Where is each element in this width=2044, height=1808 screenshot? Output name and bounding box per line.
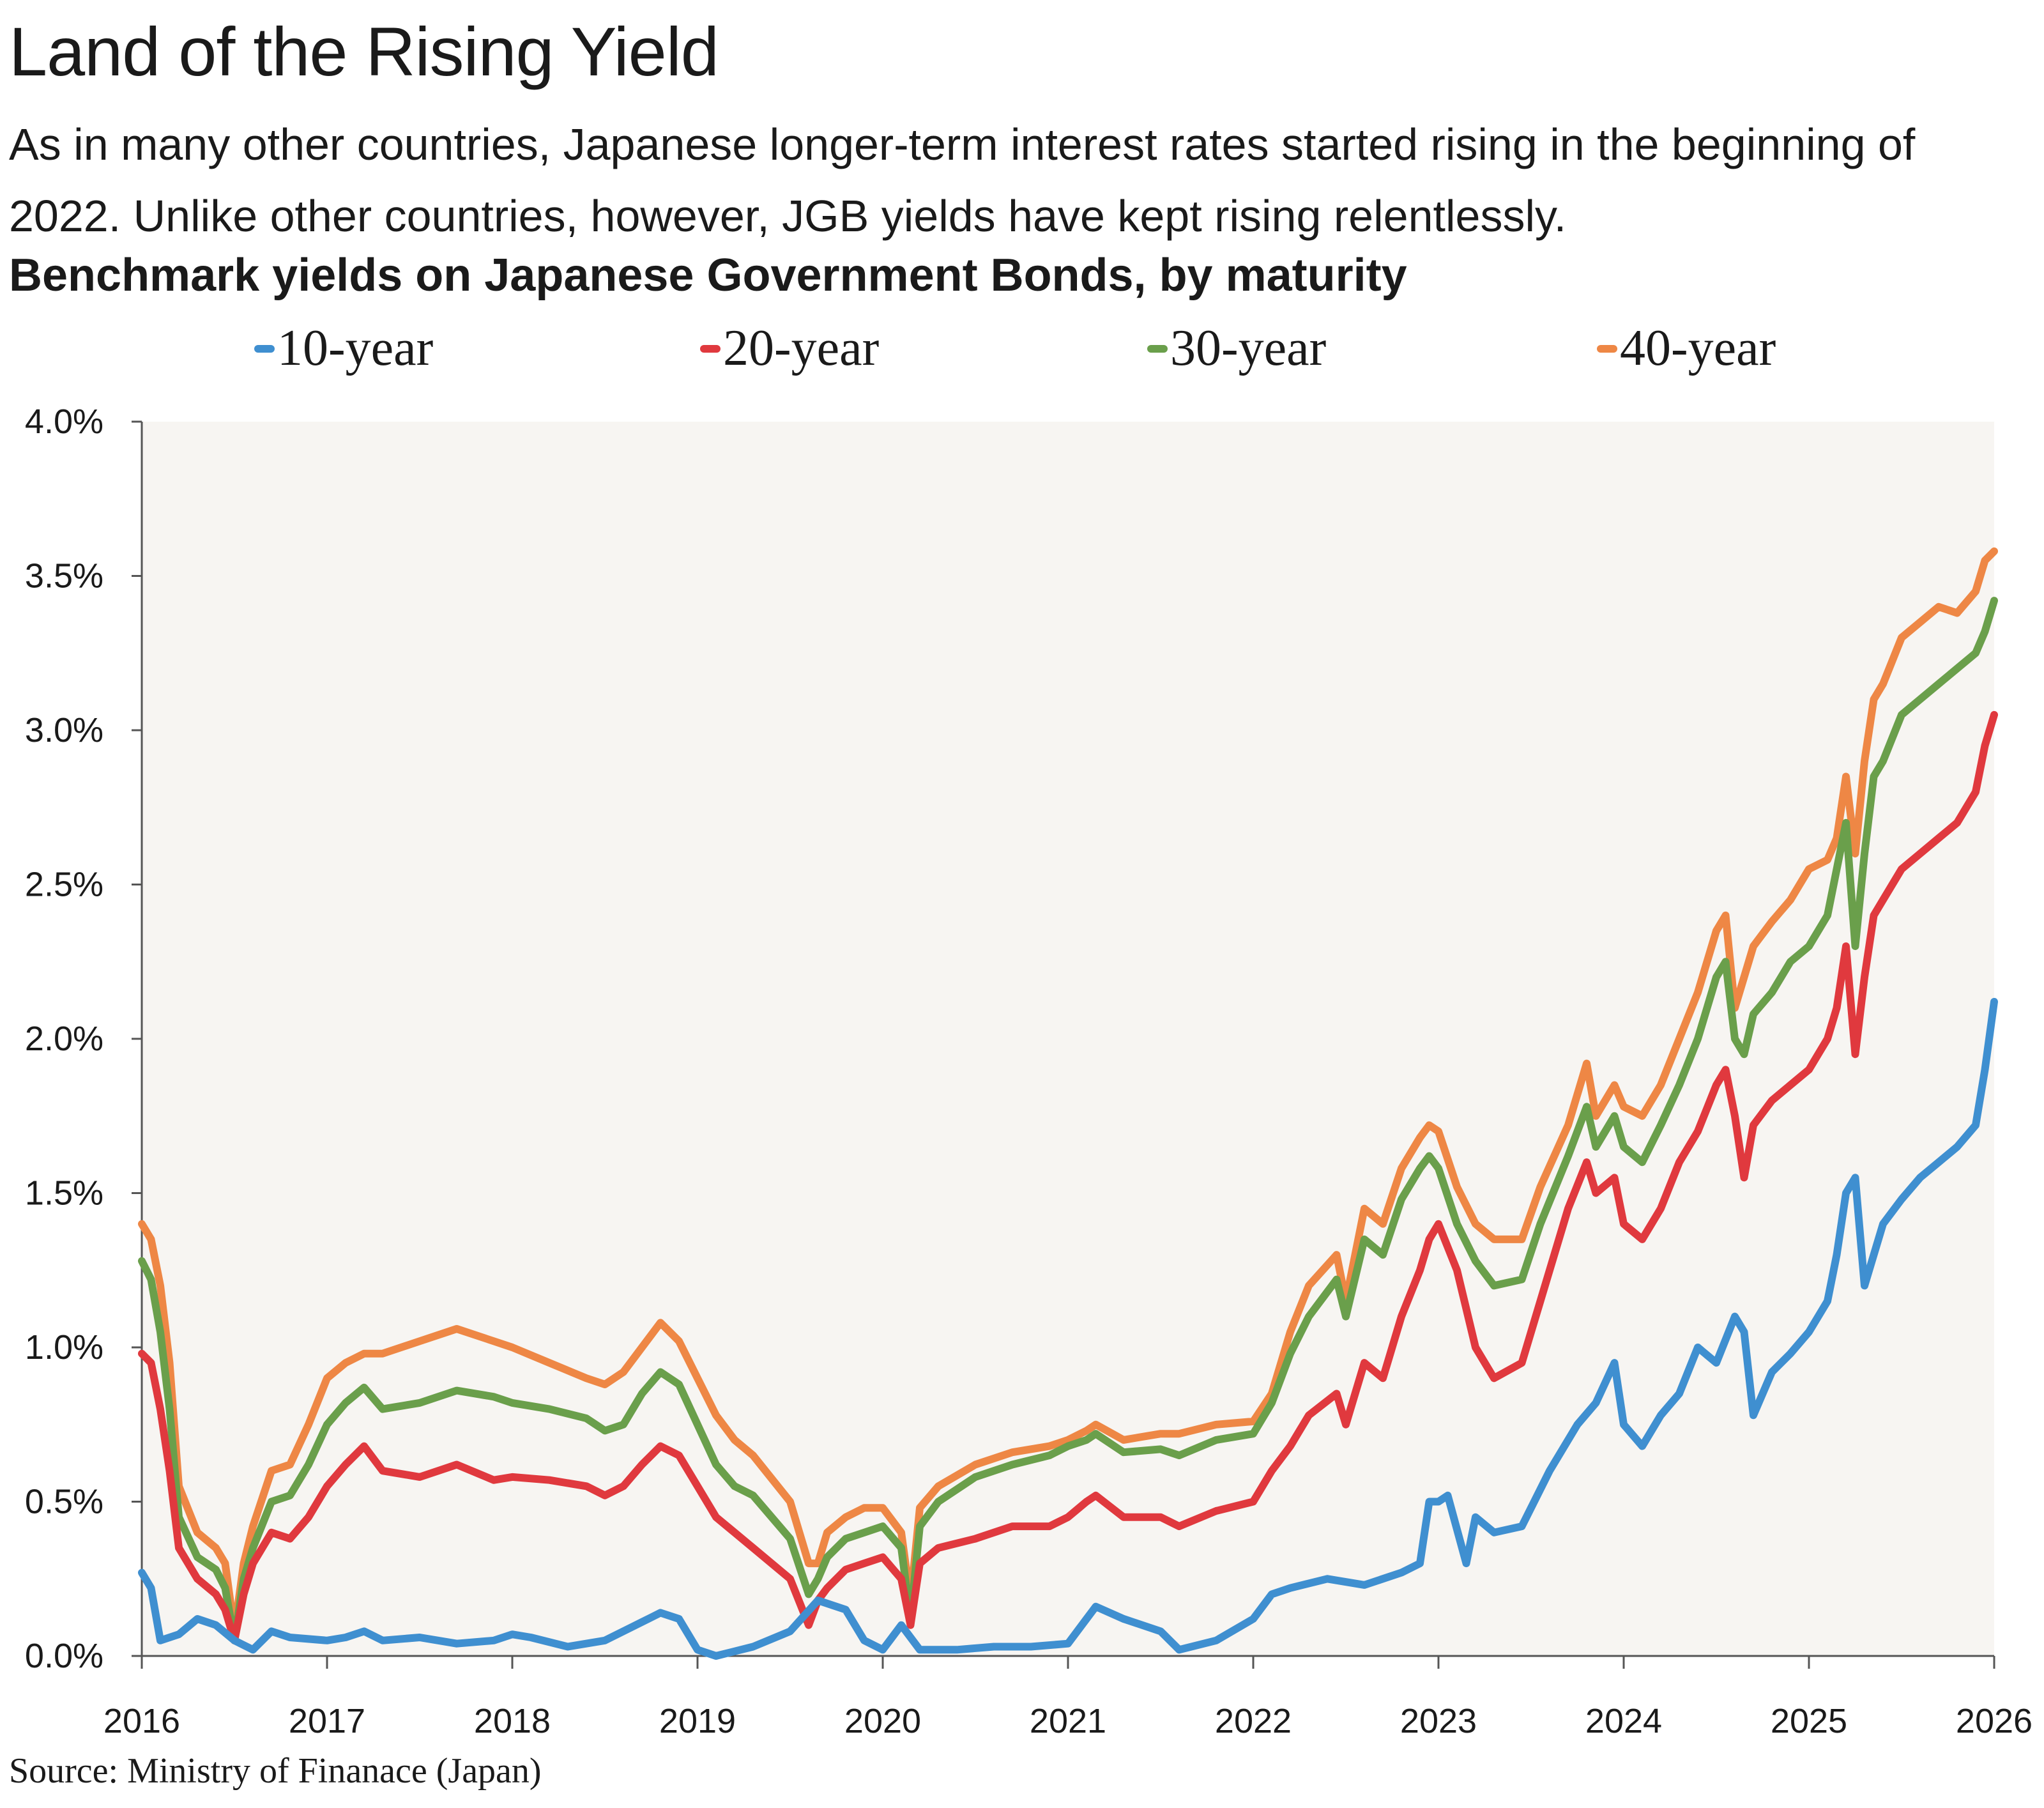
source-note: Source: Ministry of Finanace (Japan)	[9, 1751, 542, 1791]
y-tick-label: 2.0%	[25, 1020, 103, 1058]
x-tick-label: 2022	[1215, 1702, 1292, 1740]
y-tick-label: 0.5%	[25, 1483, 103, 1521]
legend-label-30-year: 30-year	[1170, 320, 1327, 376]
y-axis: 0.0% 0.5% 1.0% 1.5% 2.0% 2.5% 3.0% 3.5% 4.0%	[25, 402, 143, 1675]
x-tick-label: 2019	[659, 1702, 736, 1740]
legend-item-10-year: 10-year	[254, 319, 433, 378]
legend: 10-year 20-year 30-year 40-year	[0, 319, 2044, 396]
x-tick-label: 2023	[1400, 1702, 1477, 1740]
y-tick-label: 0.0%	[25, 1637, 103, 1675]
x-tick-label: 2017	[289, 1702, 365, 1740]
legend-swatch-40-year	[1597, 344, 1617, 353]
plot-background	[142, 422, 1994, 1656]
x-tick-label: 2025	[1771, 1702, 1847, 1740]
legend-swatch-30-year	[1147, 344, 1168, 353]
x-tick-label: 2024	[1585, 1702, 1662, 1740]
series-line-20-year	[138, 710, 1998, 1644]
y-tick-label: 2.5%	[25, 866, 103, 904]
legend-label-10-year: 10-year	[277, 320, 434, 376]
page-title: Land of the Rising Yield	[9, 13, 719, 90]
legend-item-20-year: 20-year	[700, 319, 879, 378]
legend-label-40-year: 40-year	[1620, 320, 1776, 376]
series-line-40-year	[138, 547, 1998, 1636]
legend-item-40-year: 40-year	[1597, 319, 1776, 378]
x-tick-label: 2026	[1956, 1702, 2033, 1740]
x-tick-label: 2016	[103, 1702, 180, 1740]
y-tick-label: 4.0%	[25, 402, 103, 441]
x-axis: 2016 2017 2018 2019 2020 2021 2022 2023 2024 2025…	[103, 1655, 2033, 1740]
legend-swatch-20-year	[700, 344, 721, 353]
x-tick-label: 2020	[844, 1702, 921, 1740]
x-tick-label: 2021	[1030, 1702, 1106, 1740]
y-tick-label: 3.5%	[25, 557, 103, 595]
x-tick-label: 2018	[474, 1702, 551, 1740]
legend-label-20-year: 20-year	[723, 320, 880, 376]
y-tick-label: 1.5%	[25, 1174, 103, 1213]
chart-title: Benchmark yields on Japanese Government …	[9, 250, 1407, 301]
y-tick-label: 1.0%	[25, 1328, 103, 1367]
series-lines	[138, 547, 1998, 1660]
series-line-30-year	[138, 597, 1998, 1644]
y-tick-label: 3.0%	[25, 711, 103, 749]
legend-item-30-year: 30-year	[1147, 319, 1326, 378]
subtitle: As in many other countries, Japanese lon…	[9, 119, 1916, 241]
legend-swatch-10-year	[254, 344, 275, 353]
series-line-10-year	[138, 998, 1998, 1660]
